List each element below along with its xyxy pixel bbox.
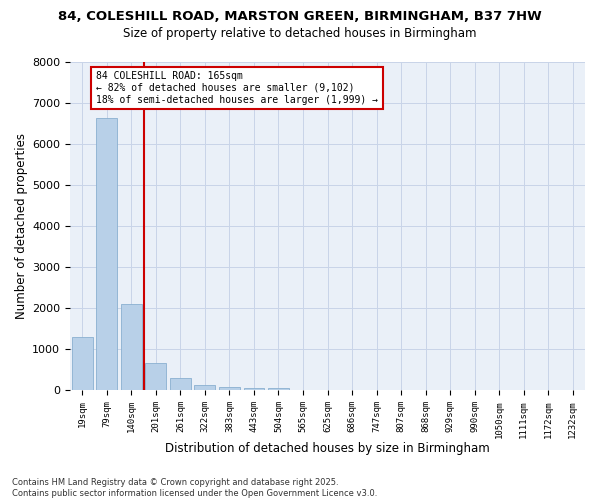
Bar <box>97 118 117 390</box>
Bar <box>219 388 240 390</box>
Text: Contains HM Land Registry data © Crown copyright and database right 2025.
Contai: Contains HM Land Registry data © Crown c… <box>12 478 377 498</box>
X-axis label: Distribution of detached houses by size in Birmingham: Distribution of detached houses by size … <box>165 442 490 455</box>
Bar <box>244 388 265 390</box>
Y-axis label: Number of detached properties: Number of detached properties <box>15 133 28 319</box>
Text: 84, COLESHILL ROAD, MARSTON GREEN, BIRMINGHAM, B37 7HW: 84, COLESHILL ROAD, MARSTON GREEN, BIRMI… <box>58 10 542 23</box>
Bar <box>145 362 166 390</box>
Bar <box>121 304 142 390</box>
Text: Size of property relative to detached houses in Birmingham: Size of property relative to detached ho… <box>123 28 477 40</box>
Bar <box>170 378 191 390</box>
Bar <box>72 337 92 390</box>
Bar <box>194 385 215 390</box>
Text: 84 COLESHILL ROAD: 165sqm
← 82% of detached houses are smaller (9,102)
18% of se: 84 COLESHILL ROAD: 165sqm ← 82% of detac… <box>96 72 378 104</box>
Bar <box>268 388 289 390</box>
